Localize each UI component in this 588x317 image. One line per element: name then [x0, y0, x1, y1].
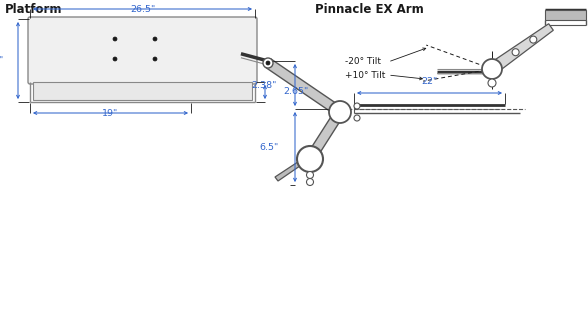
- Text: 10.5": 10.5": [0, 56, 4, 65]
- Text: 22": 22": [422, 77, 437, 86]
- Circle shape: [530, 36, 537, 43]
- Circle shape: [512, 49, 519, 56]
- Circle shape: [329, 101, 351, 123]
- Circle shape: [354, 103, 360, 109]
- Polygon shape: [265, 59, 343, 116]
- Text: 19": 19": [102, 108, 119, 118]
- Text: 6.5": 6.5": [260, 143, 279, 152]
- Polygon shape: [489, 24, 553, 74]
- Circle shape: [266, 61, 270, 65]
- Circle shape: [306, 171, 313, 178]
- FancyBboxPatch shape: [28, 17, 257, 84]
- Circle shape: [297, 146, 323, 172]
- Polygon shape: [275, 154, 313, 181]
- Circle shape: [306, 178, 313, 185]
- Bar: [545, 10, 586, 20]
- Circle shape: [113, 57, 117, 61]
- Polygon shape: [306, 109, 344, 162]
- Text: 2.38": 2.38": [252, 81, 277, 89]
- Text: +10° Tilt: +10° Tilt: [345, 70, 385, 80]
- Circle shape: [263, 58, 273, 68]
- Text: 26.5": 26.5": [130, 4, 155, 14]
- Text: Platform: Platform: [5, 3, 62, 16]
- Text: 2.65": 2.65": [283, 87, 308, 96]
- Bar: [33, 82, 252, 100]
- Circle shape: [153, 37, 157, 41]
- Circle shape: [482, 59, 502, 79]
- Circle shape: [113, 37, 117, 41]
- Text: Pinnacle EX Arm: Pinnacle EX Arm: [315, 3, 424, 16]
- Text: -20° Tilt: -20° Tilt: [345, 57, 381, 67]
- Circle shape: [488, 79, 496, 87]
- Circle shape: [354, 115, 360, 121]
- Circle shape: [153, 57, 157, 61]
